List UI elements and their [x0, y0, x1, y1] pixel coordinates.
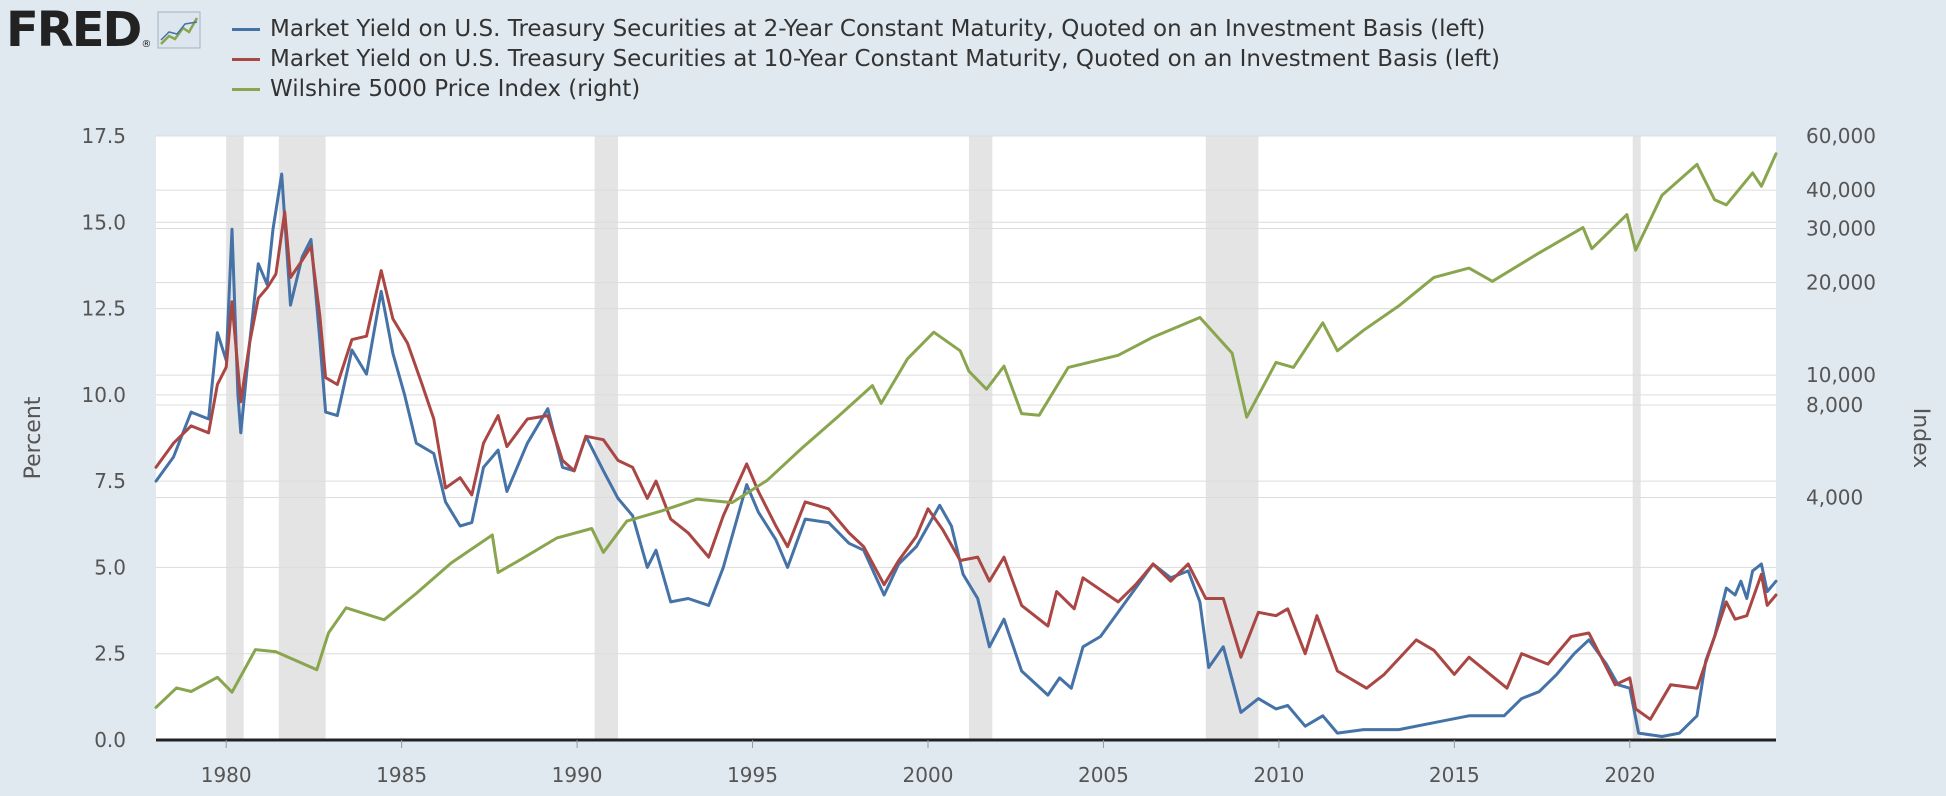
series-line-2	[154, 210, 1778, 721]
logo-text: FRED	[6, 2, 142, 58]
chart-legend: Market Yield on U.S. Treasury Securities…	[232, 14, 1500, 104]
x-tick-label: 2020	[1604, 763, 1655, 787]
legend-swatch	[232, 27, 260, 31]
fred-logo[interactable]: FRED ®	[6, 2, 201, 58]
legend-item[interactable]: Market Yield on U.S. Treasury Securities…	[232, 44, 1500, 74]
y-left-tick-label: 0.0	[94, 728, 126, 752]
legend-item[interactable]: Market Yield on U.S. Treasury Securities…	[232, 14, 1500, 44]
y-right-axis-title: Index	[1908, 408, 1933, 469]
y-right-tick-label: 20,000	[1806, 271, 1876, 295]
legend-swatch	[232, 57, 260, 61]
recession-band	[968, 136, 993, 740]
legend-label: Wilshire 5000 Price Index (right)	[270, 76, 641, 102]
x-tick-label: 1985	[376, 763, 427, 787]
legend-swatch	[232, 87, 260, 91]
registered-mark: ®	[141, 38, 152, 50]
trend-chart-icon	[157, 11, 201, 49]
y-left-tick-label: 17.5	[81, 124, 126, 148]
x-tick-label: 2010	[1253, 763, 1304, 787]
x-tick-label: 1990	[552, 763, 603, 787]
plot-area	[156, 136, 1776, 740]
legend-label: Market Yield on U.S. Treasury Securities…	[270, 46, 1500, 72]
y-left-axis-title: Percent	[21, 396, 46, 479]
legend-label: Market Yield on U.S. Treasury Securities…	[270, 16, 1486, 42]
y-right-tick-label: 10,000	[1806, 363, 1876, 387]
y-left-tick-label: 15.0	[81, 210, 126, 234]
y-left-tick-label: 12.5	[81, 297, 126, 321]
series-line-3	[154, 152, 1778, 709]
recession-band	[1632, 136, 1641, 740]
chart-header: FRED ® Market Yield on U.S. Treasury Sec…	[0, 0, 1946, 120]
x-tick-label: 2015	[1429, 763, 1480, 787]
x-tick-label: 2000	[903, 763, 954, 787]
series-line-1	[154, 172, 1778, 738]
y-right-tick-label: 40,000	[1806, 178, 1876, 202]
y-right-tick-label: 4,000	[1806, 485, 1863, 509]
y-right-tick-label: 8,000	[1806, 393, 1863, 417]
y-right-tick-label: 30,000	[1806, 217, 1876, 241]
x-tick-label: 2005	[1078, 763, 1129, 787]
recession-band	[226, 136, 244, 740]
y-left-tick-label: 10.0	[81, 383, 126, 407]
y-left-tick-label: 7.5	[94, 469, 126, 493]
legend-item[interactable]: Wilshire 5000 Price Index (right)	[232, 74, 1500, 104]
x-tick-label: 1980	[201, 763, 252, 787]
x-tick-label: 1995	[727, 763, 778, 787]
y-left-tick-label: 2.5	[94, 642, 126, 666]
y-right-tick-label: 60,000	[1806, 124, 1876, 148]
recession-band	[1205, 136, 1259, 740]
recession-band	[594, 136, 619, 740]
y-left-tick-label: 5.0	[94, 555, 126, 579]
